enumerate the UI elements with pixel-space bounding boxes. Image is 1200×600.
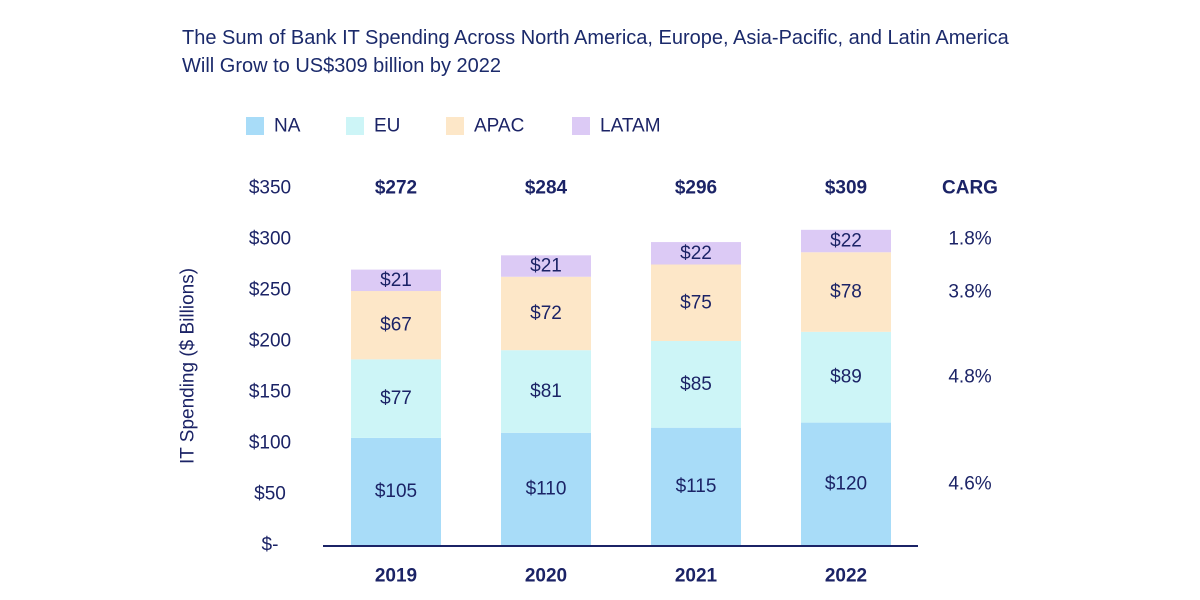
bar-value-label-latam-2022: $22 (830, 231, 862, 252)
bar-segment-apac-2022 (801, 252, 891, 332)
bar-value-label-eu-2022: $89 (830, 367, 862, 388)
y-tick-label: $200 (249, 331, 291, 352)
cagr-value-apac: 3.8% (948, 282, 991, 303)
bar-segment-na-2021 (651, 427, 741, 545)
legend-swatch-latam (572, 117, 590, 135)
cagr-value-latam: 1.8% (948, 229, 991, 250)
bar-value-label-na-2022: $120 (825, 473, 867, 494)
bar-segment-latam-2022 (801, 229, 891, 253)
cagr-value-eu: 4.8% (948, 367, 991, 388)
bar-segment-latam-2020 (501, 255, 591, 277)
bar-total-label-2021: $296 (675, 178, 717, 199)
legend-label-eu: EU (374, 116, 400, 137)
bar-value-label-apac-2021: $75 (680, 292, 712, 313)
bar-segment-latam-2019 (351, 269, 441, 292)
chart-title-line-2: Will Grow to US$309 billion by 2022 (182, 55, 502, 77)
y-tick-label: $- (262, 535, 279, 556)
x-tick-label-2019: 2019 (375, 566, 417, 587)
x-tick-label-2021: 2021 (675, 566, 718, 587)
y-tick-label: $150 (249, 382, 291, 403)
cagr-value-na: 4.6% (948, 473, 991, 494)
bar-segment-eu-2022 (801, 331, 891, 423)
bar-segment-apac-2021 (651, 264, 741, 341)
y-tick-label: $300 (249, 229, 291, 250)
bar-segment-eu-2019 (351, 359, 441, 438)
bar-segment-latam-2021 (651, 242, 741, 265)
legend-swatch-na (246, 117, 264, 135)
y-tick-label: $50 (254, 484, 286, 505)
y-tick-label: $350 (249, 178, 291, 199)
bar-value-label-eu-2019: $77 (380, 388, 412, 409)
bar-value-label-na-2020: $110 (526, 478, 567, 499)
bar-total-label-2022: $309 (825, 178, 867, 199)
bar-segment-apac-2019 (351, 291, 441, 360)
legend-swatch-eu (346, 117, 364, 135)
bar-value-label-apac-2022: $78 (830, 282, 862, 303)
bar-segment-eu-2021 (651, 341, 741, 428)
cagr-header: CARG (942, 178, 998, 199)
legend-label-na: NA (274, 116, 301, 137)
chart-title-line-1: The Sum of Bank IT Spending Across North… (182, 27, 1009, 49)
legend-swatch-apac (446, 117, 464, 135)
y-axis-title: IT Spending ($ Billions) (178, 268, 199, 464)
legend-label-latam: LATAM (600, 116, 661, 137)
bar-value-label-latam-2019: $21 (380, 270, 412, 291)
bar-segment-na-2022 (801, 422, 891, 545)
bar-segment-na-2020 (501, 432, 591, 545)
bar-segment-apac-2020 (501, 276, 591, 351)
y-tick-label: $250 (249, 280, 291, 301)
bar-value-label-na-2021: $115 (676, 476, 717, 497)
chart-title: The Sum of Bank IT Spending Across North… (182, 24, 1009, 80)
bar-value-label-apac-2020: $72 (530, 303, 562, 324)
y-tick-label: $100 (249, 433, 291, 454)
bar-value-label-latam-2021: $22 (680, 243, 712, 264)
bar-value-label-eu-2020: $81 (530, 381, 562, 402)
bar-value-label-latam-2020: $21 (530, 256, 562, 277)
legend-label-apac: APAC (474, 116, 524, 137)
bar-value-label-apac-2019: $67 (380, 315, 412, 336)
bar-total-label-2019: $272 (375, 178, 417, 199)
bar-total-label-2020: $284 (525, 178, 568, 199)
bar-segment-na-2019 (351, 437, 441, 545)
bar-segment-eu-2020 (501, 350, 591, 433)
bar-value-label-na-2019: $105 (375, 481, 417, 502)
x-tick-label-2020: 2020 (525, 566, 567, 587)
x-tick-label-2022: 2022 (825, 566, 867, 587)
bar-value-label-eu-2021: $85 (680, 374, 712, 395)
